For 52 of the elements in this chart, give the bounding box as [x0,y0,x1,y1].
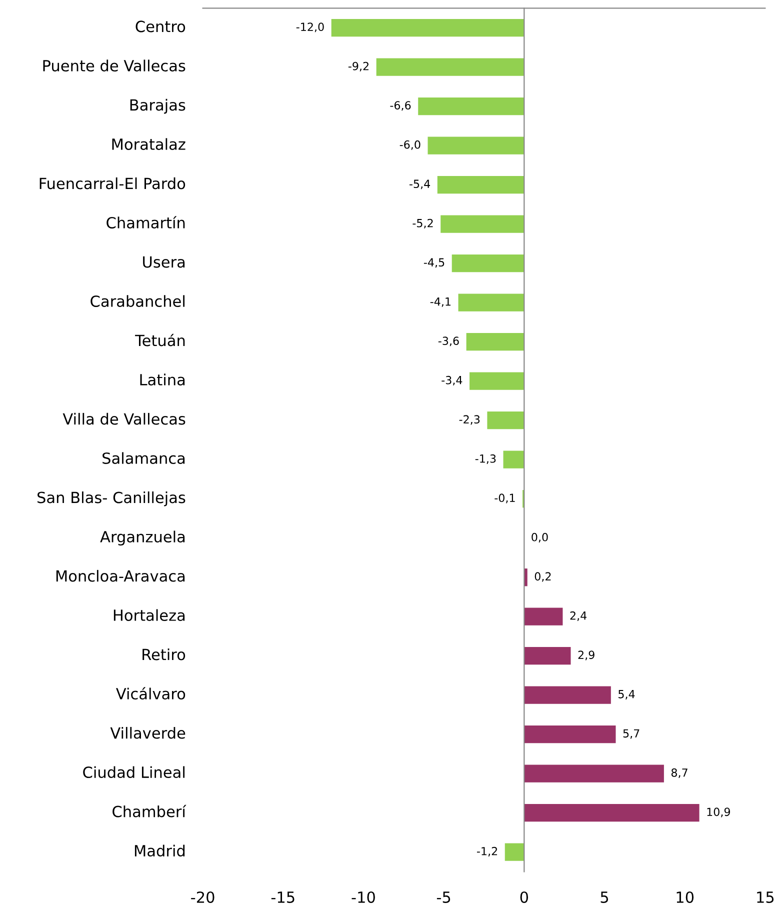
y-tick-label: Arganzuela [100,530,185,546]
data-label: -2,3 [459,415,480,425]
data-label: -12,0 [296,22,324,32]
x-tick-label: 10 [676,891,694,903]
data-label: -3,6 [438,336,459,346]
y-tick-label: San Blas- Canillejas [38,491,186,506]
data-label: 0,0 [532,532,548,542]
data-label: 5,4 [618,690,635,700]
y-tick-label: Moncloa-Aravaca [56,570,185,582]
data-label: -6,0 [400,140,420,150]
data-label: 10,9 [707,808,730,818]
y-tick-label: Moratalaz [112,138,186,150]
x-tick-label: 15 [757,892,774,903]
data-label: 2,9 [578,650,594,660]
data-label: -4,1 [430,298,451,307]
data-label: -1,2 [476,846,498,856]
data-label: 2,4 [570,611,587,621]
data-label: -6,6 [390,101,411,111]
data-label: -4,5 [424,258,444,268]
data-label: 5,7 [623,729,640,739]
y-tick-label: Vicálvaro [116,687,186,700]
data-label: 0,2 [534,572,551,582]
data-label: -3,4 [442,376,462,386]
y-tick-label: Retiro [142,648,186,660]
y-tick-label: Villaverde [110,726,186,739]
y-tick-label: Chamartín [106,216,185,228]
y-tick-label: Chamberí [112,804,186,818]
y-tick-label: Madrid [134,844,185,857]
y-tick-label: Salamanca [102,452,185,464]
data-label: -9,2 [348,62,368,72]
y-tick-label: Barajas [130,98,186,114]
y-tick-label: Hortaleza [114,609,185,622]
x-tick-label: -10 [352,891,375,903]
y-tick-label: Villa de Vallecas [62,412,186,425]
data-label: 8,7 [671,768,688,778]
y-tick-label: Latina [140,374,185,386]
y-tick-label: Usera [143,256,185,268]
data-label: -0,1 [494,494,515,504]
y-tick-label: Fuencarral-El Pardo [40,177,186,190]
x-tick-label: 0 [520,891,528,903]
data-label: -5,2 [412,218,433,228]
data-label: -5,4 [410,180,430,190]
y-tick-label: Centro [136,20,186,32]
x-tick-label: 5 [600,892,608,903]
x-tick-label: -20 [191,891,214,903]
x-tick-label: -5 [436,892,450,903]
data-label: -1,3 [475,454,496,464]
x-tick-label: -15 [271,892,294,903]
y-tick-label: Puente de Vallecas [43,60,186,72]
y-tick-label: Ciudad Lineal [83,766,184,778]
y-tick-label: Tetuán [135,334,185,346]
y-tick-label: Carabanchel [90,295,184,308]
